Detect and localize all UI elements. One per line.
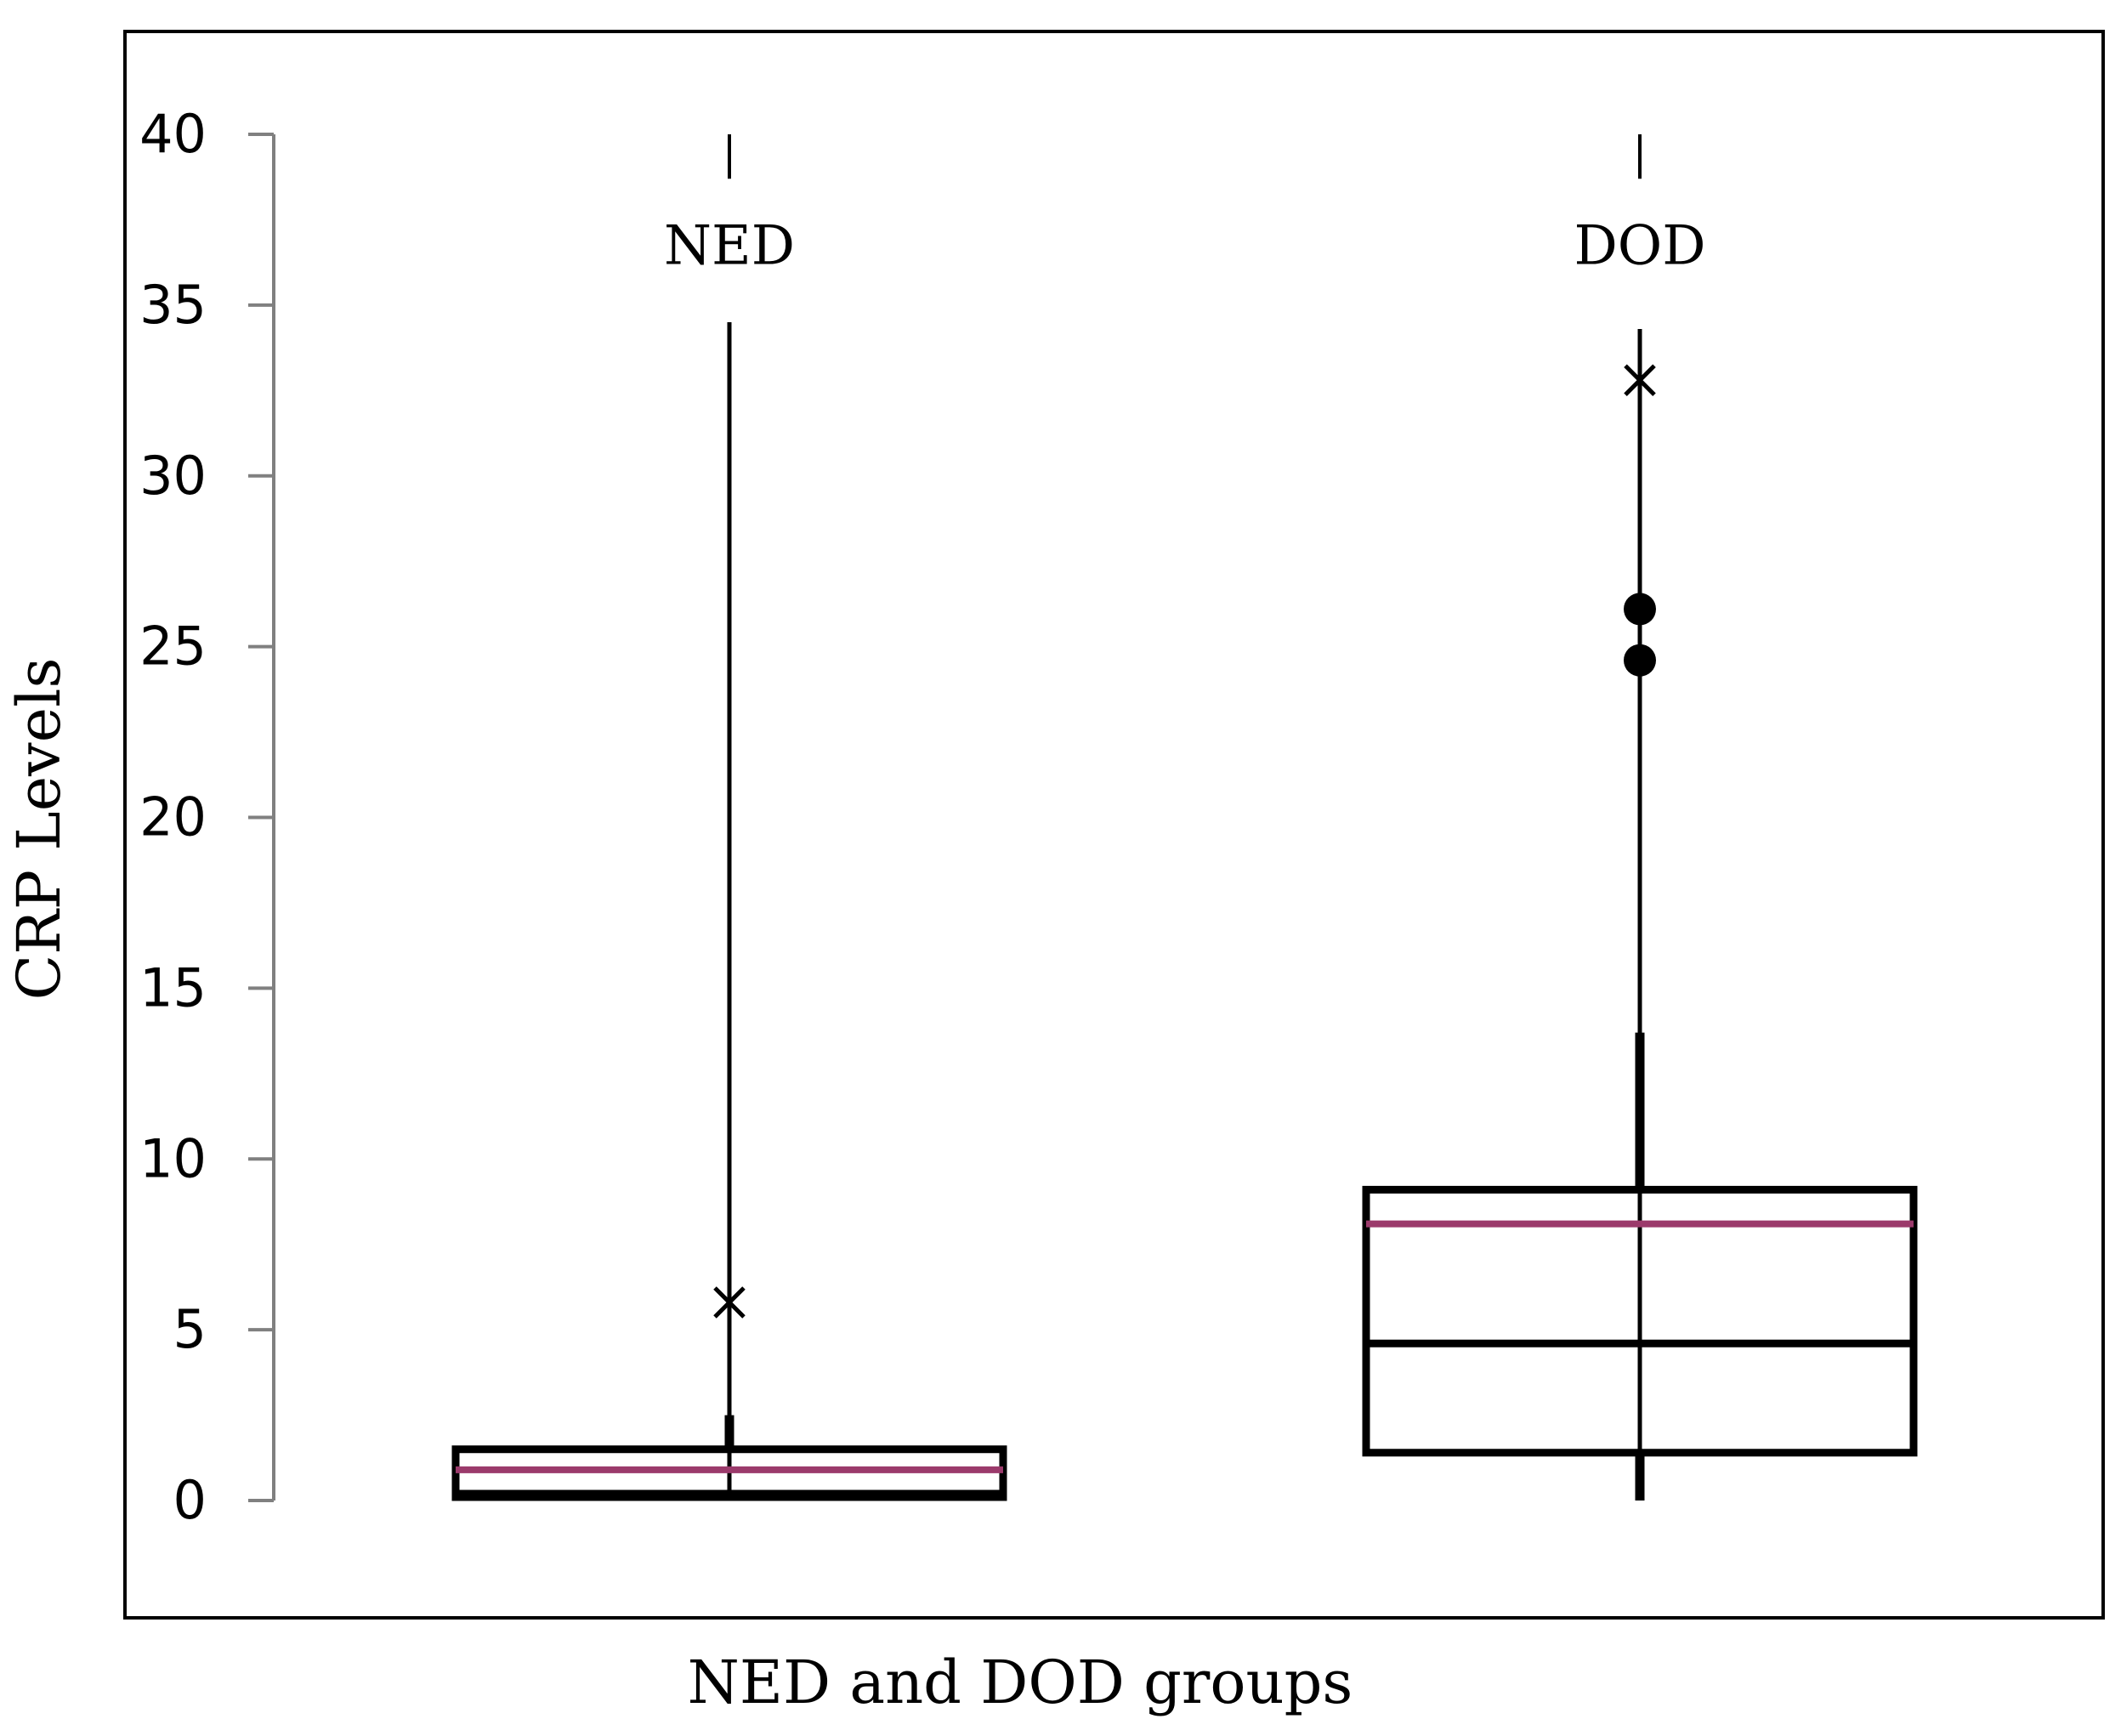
y-tick-label: 30 xyxy=(139,445,207,507)
y-tick-label: 15 xyxy=(139,956,207,1018)
group-label: NED xyxy=(664,215,795,278)
box-group-dod: DOD xyxy=(1362,134,1918,1501)
x-axis-title: NED and DOD groups xyxy=(688,1648,1353,1717)
y-axis: 0 5 10 15 20 25 30 35 40 xyxy=(139,103,275,1531)
y-tick-label: 5 xyxy=(173,1298,207,1360)
group-label-backdrop xyxy=(1559,214,1721,283)
x-marker-stroke xyxy=(1624,364,1656,397)
plot-frame xyxy=(123,30,2105,1620)
y-tick-label: 20 xyxy=(139,786,207,848)
y-tick-label: 0 xyxy=(173,1469,207,1531)
y-tick-label: 40 xyxy=(139,103,207,165)
box-series: NED DOD xyxy=(451,134,1918,1501)
x-marker-stroke xyxy=(713,1286,746,1319)
y-axis-title: CRP Levels xyxy=(4,658,74,1001)
x-marker xyxy=(1624,364,1656,397)
outlier-point xyxy=(1624,644,1656,677)
group-label-backdrop xyxy=(649,214,810,283)
y-tick-label: 10 xyxy=(139,1127,207,1189)
group-label: DOD xyxy=(1574,215,1705,278)
y-tick-label: 35 xyxy=(139,274,207,336)
x-marker xyxy=(713,1286,746,1319)
box-group-ned: NED xyxy=(451,134,1007,1501)
y-tick-label: 25 xyxy=(139,616,207,678)
outlier-point xyxy=(1624,593,1656,626)
